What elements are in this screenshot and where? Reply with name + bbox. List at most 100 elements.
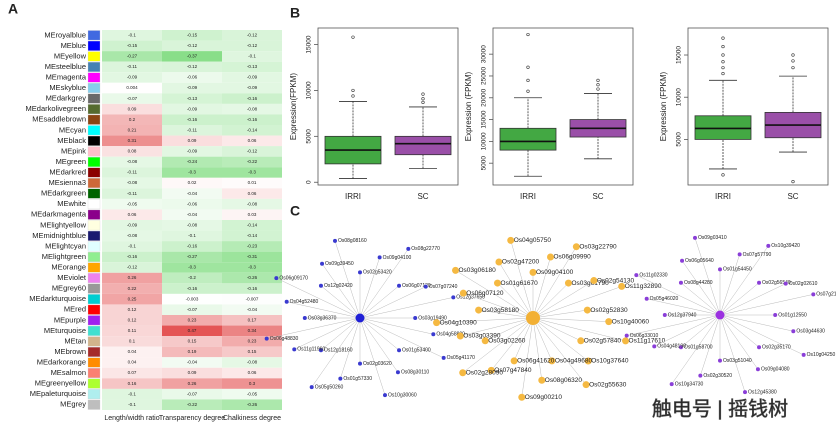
module-swatch: [87, 241, 101, 252]
edge: [532, 286, 622, 319]
edge: [340, 317, 361, 379]
gene-label: Os08g06320: [545, 377, 583, 384]
gene-label: Os09g04100: [536, 269, 574, 276]
gene-node: [332, 238, 337, 243]
gene-label: Os12g45380: [748, 389, 777, 395]
gene-node: [577, 337, 585, 345]
cell-value: 0.2: [129, 117, 136, 122]
gene-node: [395, 370, 400, 375]
heat-cell: [222, 367, 282, 379]
edge: [320, 317, 361, 351]
cell-value: -0.04: [187, 212, 198, 217]
gene-label: Os11g32890: [625, 283, 662, 290]
cell-value: -0.1: [188, 233, 196, 238]
row-label: MEyellow: [54, 51, 87, 60]
outlier: [421, 92, 425, 96]
edge: [532, 317, 553, 361]
edge: [680, 282, 721, 316]
heat-cell: [162, 220, 222, 231]
edge: [359, 297, 454, 319]
cell-value: -0.1: [128, 391, 136, 396]
heat-cell: [222, 72, 282, 83]
cell-value: 0.16: [128, 381, 137, 386]
module-swatch: [87, 336, 101, 347]
gene-label: Os12g37940: [668, 312, 697, 318]
gene-label: Os09g00210: [525, 394, 563, 401]
outlier: [721, 60, 725, 64]
gene-label: Os03g51040: [723, 358, 752, 364]
x-tick-label: SC: [592, 192, 603, 201]
cell-value: -0.3: [188, 265, 196, 270]
heat-cell: [102, 220, 162, 231]
cell-value: -0.08: [127, 180, 138, 185]
module-swatch: [87, 157, 101, 167]
cell-value: 0.06: [128, 212, 137, 217]
cell-value: -0.14: [247, 222, 258, 227]
gene-label: Os11g11960: [297, 347, 325, 353]
watermark: 触电号 | 摇钱树: [652, 397, 788, 420]
cell-value: -0.12: [187, 64, 198, 69]
cell-value: -0.08: [127, 233, 138, 238]
gene-label: Os05g41170: [447, 355, 475, 361]
heat-cell: [222, 125, 282, 136]
gene-label: Os12g37650: [456, 295, 485, 301]
edge: [719, 254, 740, 316]
gene-label: Os07g21420: [816, 292, 836, 298]
heat-cell: [162, 251, 222, 263]
panel-label: C: [290, 203, 300, 219]
gene-label: Os12g18160: [324, 348, 353, 354]
row-label: MEgrey60: [52, 284, 86, 293]
gene-node: [718, 267, 722, 272]
cell-value: 0.02: [188, 180, 197, 185]
cell-value: -0.3: [248, 265, 256, 270]
edge: [463, 292, 534, 319]
heat-cell: [162, 135, 222, 147]
outlier: [351, 94, 355, 98]
edge: [359, 285, 400, 319]
module-swatch: [87, 199, 101, 210]
cell-value: -0.1: [128, 244, 136, 249]
cell-value: -0.31: [247, 254, 258, 259]
gene-node: [397, 283, 402, 288]
edge: [286, 301, 361, 319]
gene-label: Os07g47840: [494, 367, 532, 374]
row-label: MEdarkturquoise: [29, 294, 86, 303]
outlier: [526, 89, 530, 93]
heat-cell: [222, 315, 282, 326]
cell-value: -0.1: [128, 402, 136, 407]
edge: [646, 298, 721, 316]
gene-label: Os01g57330: [343, 376, 372, 382]
cell-value: -0.3: [188, 170, 196, 175]
y-tick-label: 10000: [676, 88, 683, 106]
row-label: MEblue: [61, 41, 86, 50]
row-label: MEwhite: [57, 199, 86, 208]
heat-cell: [102, 272, 162, 284]
heat-cell: [102, 357, 162, 368]
x-tick-label: IRRI: [715, 192, 731, 201]
outlier: [721, 44, 725, 49]
outlier: [596, 78, 600, 82]
outlier: [721, 71, 725, 76]
heat-cell: [162, 188, 222, 199]
cell-value: 0.21: [128, 127, 137, 132]
edge: [532, 317, 587, 385]
column-label: Chalkiness degree: [223, 415, 281, 422]
module-swatch: [87, 104, 101, 115]
module-swatch: [87, 167, 101, 178]
edge: [532, 317, 626, 342]
y-axis-label: Expression (FPKM): [464, 71, 473, 141]
gene-label: Os03g44630: [796, 329, 825, 335]
module-swatch: [87, 114, 101, 125]
row-label: MEgreen: [56, 157, 86, 166]
gene-label: Os06g09990: [554, 254, 592, 261]
cell-value: -0.15: [127, 43, 138, 48]
gene-node: [743, 390, 748, 395]
heat-cell: [222, 40, 282, 52]
gene-node: [584, 357, 592, 365]
cell-value: 0.04: [128, 349, 137, 354]
heat-cell: [162, 241, 222, 252]
box: [499, 127, 557, 151]
gene-label: Os05g50260: [315, 384, 344, 390]
gene-node: [622, 337, 630, 345]
gene-node: [358, 361, 362, 366]
